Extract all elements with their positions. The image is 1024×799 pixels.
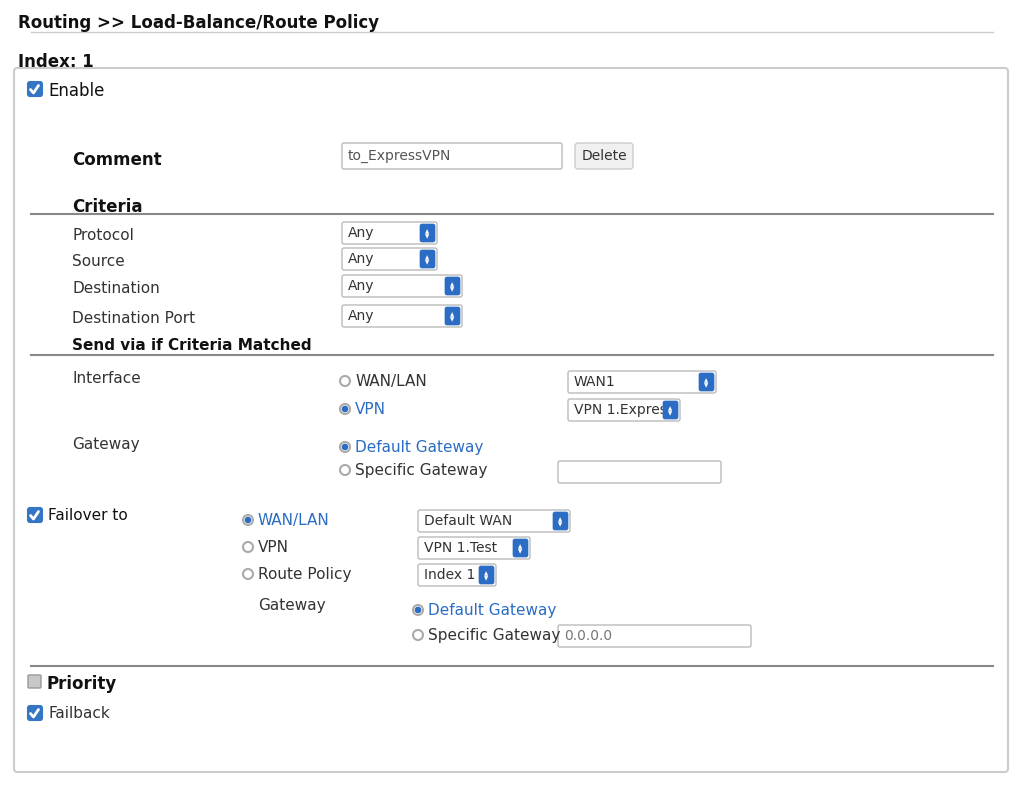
Circle shape <box>342 407 347 411</box>
Text: Source: Source <box>72 254 125 269</box>
Text: Gateway: Gateway <box>72 437 139 452</box>
FancyBboxPatch shape <box>575 143 633 169</box>
Circle shape <box>416 607 421 613</box>
FancyBboxPatch shape <box>445 277 460 295</box>
Circle shape <box>342 444 347 450</box>
FancyBboxPatch shape <box>28 508 42 522</box>
Text: to_ExpressVPN: to_ExpressVPN <box>348 149 452 163</box>
Text: ▼: ▼ <box>484 576 488 581</box>
Text: ▲: ▲ <box>451 282 455 287</box>
Text: ▲: ▲ <box>425 255 430 260</box>
Circle shape <box>243 515 253 525</box>
Text: Default Gateway: Default Gateway <box>428 603 556 618</box>
FancyBboxPatch shape <box>28 706 42 720</box>
Circle shape <box>243 542 253 552</box>
Text: ▼: ▼ <box>558 522 562 527</box>
Text: ▲: ▲ <box>425 229 430 234</box>
FancyBboxPatch shape <box>342 143 562 169</box>
Text: Enable: Enable <box>48 82 104 100</box>
FancyBboxPatch shape <box>663 401 678 419</box>
Text: VPN: VPN <box>258 540 289 555</box>
Text: Specific Gateway: Specific Gateway <box>428 628 560 643</box>
FancyBboxPatch shape <box>568 371 716 393</box>
Circle shape <box>340 465 350 475</box>
Circle shape <box>340 376 350 386</box>
Text: Specific Gateway: Specific Gateway <box>355 463 487 478</box>
FancyBboxPatch shape <box>479 566 494 584</box>
Text: WAN1: WAN1 <box>574 375 615 389</box>
FancyBboxPatch shape <box>342 248 437 270</box>
FancyBboxPatch shape <box>568 399 680 421</box>
Text: VPN 1.Expres: VPN 1.Expres <box>574 403 667 417</box>
Text: VPN: VPN <box>355 402 386 417</box>
Text: Any: Any <box>348 226 375 240</box>
Text: 0.0.0.0: 0.0.0.0 <box>564 629 612 643</box>
Text: Any: Any <box>348 252 375 266</box>
Text: ▲: ▲ <box>669 406 673 411</box>
Circle shape <box>340 404 350 414</box>
FancyBboxPatch shape <box>418 510 570 532</box>
FancyBboxPatch shape <box>14 68 1008 772</box>
FancyBboxPatch shape <box>342 305 462 327</box>
Text: Default Gateway: Default Gateway <box>355 440 483 455</box>
Text: Index: 1: Index: 1 <box>18 53 94 71</box>
Circle shape <box>413 605 423 615</box>
Text: ▲: ▲ <box>518 544 522 549</box>
Text: ▼: ▼ <box>669 411 673 416</box>
Text: Destination Port: Destination Port <box>72 311 196 326</box>
Text: WAN/LAN: WAN/LAN <box>355 374 427 389</box>
Text: ▲: ▲ <box>558 517 562 522</box>
Text: Route Policy: Route Policy <box>258 567 351 582</box>
Circle shape <box>340 442 350 452</box>
Text: Protocol: Protocol <box>72 228 134 243</box>
Text: Any: Any <box>348 309 375 323</box>
Circle shape <box>246 518 251 523</box>
Text: Any: Any <box>348 279 375 293</box>
Text: WAN/LAN: WAN/LAN <box>258 513 330 528</box>
Text: ▼: ▼ <box>425 234 430 239</box>
FancyBboxPatch shape <box>420 224 435 242</box>
FancyBboxPatch shape <box>28 675 41 688</box>
Text: ▲: ▲ <box>484 571 488 576</box>
FancyBboxPatch shape <box>558 625 751 647</box>
FancyBboxPatch shape <box>418 564 496 586</box>
Text: VPN 1.Test: VPN 1.Test <box>424 541 497 555</box>
Text: ▼: ▼ <box>451 317 455 322</box>
Text: Interface: Interface <box>72 371 140 386</box>
Text: Failback: Failback <box>48 706 110 721</box>
Text: ▼: ▼ <box>705 383 709 388</box>
Text: Routing >> Load-Balance/Route Policy: Routing >> Load-Balance/Route Policy <box>18 14 379 32</box>
Text: Failover to: Failover to <box>48 508 128 523</box>
FancyBboxPatch shape <box>445 307 460 325</box>
Text: ▼: ▼ <box>451 287 455 292</box>
Text: ▼: ▼ <box>518 549 522 554</box>
Text: Criteria: Criteria <box>72 198 142 216</box>
Text: Index 1: Index 1 <box>424 568 475 582</box>
FancyBboxPatch shape <box>342 275 462 297</box>
FancyBboxPatch shape <box>28 82 42 96</box>
Text: ▲: ▲ <box>451 312 455 317</box>
FancyBboxPatch shape <box>558 461 721 483</box>
Text: Priority: Priority <box>46 675 117 693</box>
Text: Send via if Criteria Matched: Send via if Criteria Matched <box>72 338 311 353</box>
FancyBboxPatch shape <box>342 222 437 244</box>
Text: Destination: Destination <box>72 281 160 296</box>
FancyBboxPatch shape <box>553 512 568 530</box>
Text: ▲: ▲ <box>705 378 709 383</box>
Text: Gateway: Gateway <box>258 598 326 613</box>
Text: ▼: ▼ <box>425 260 430 265</box>
Text: Comment: Comment <box>72 151 162 169</box>
FancyBboxPatch shape <box>418 537 530 559</box>
FancyBboxPatch shape <box>513 539 528 557</box>
FancyBboxPatch shape <box>420 250 435 268</box>
Text: Default WAN: Default WAN <box>424 514 512 528</box>
Text: Delete: Delete <box>582 149 627 163</box>
Circle shape <box>413 630 423 640</box>
FancyBboxPatch shape <box>699 373 714 391</box>
Circle shape <box>243 569 253 579</box>
